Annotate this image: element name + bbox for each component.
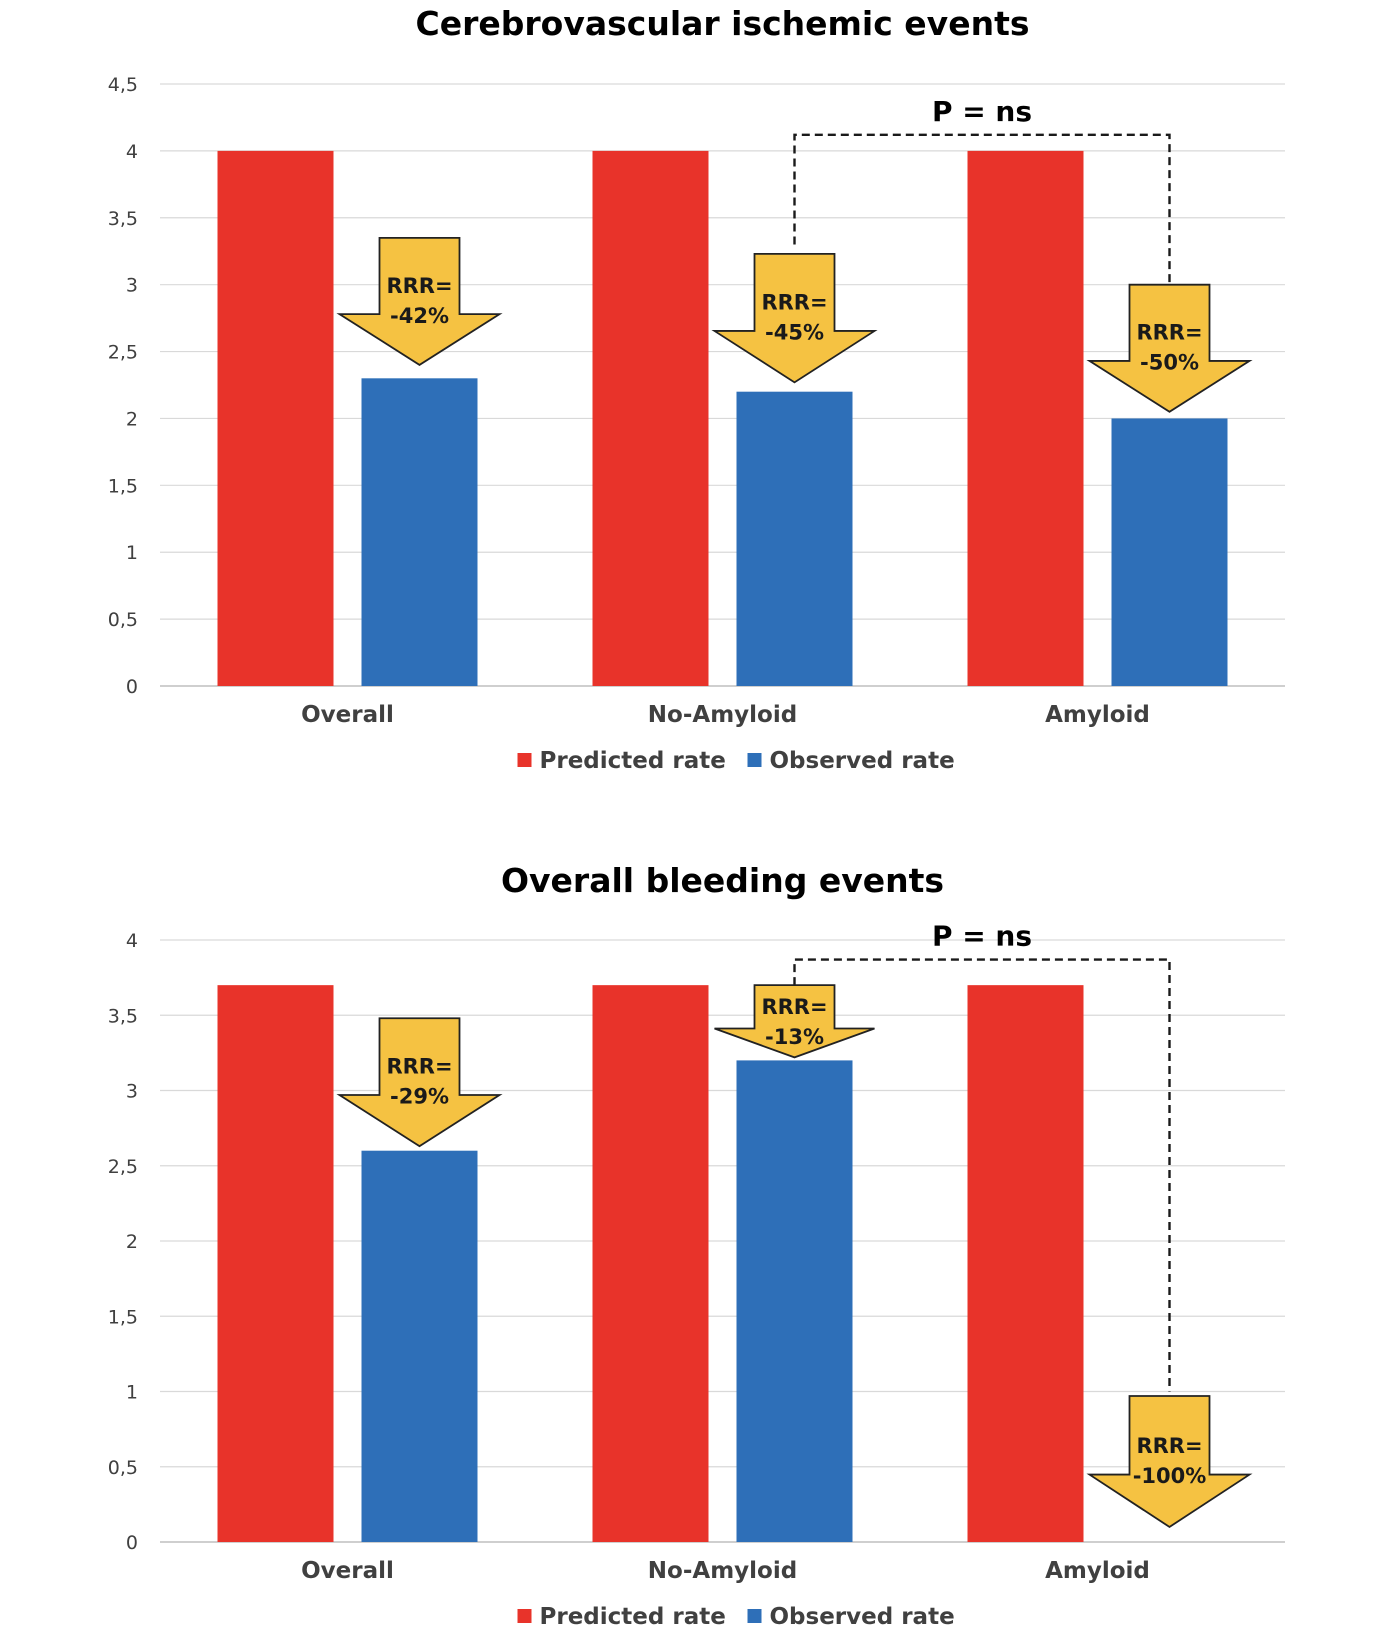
category-label: No-Amyloid bbox=[648, 1558, 797, 1584]
y-tick-label: 1 bbox=[126, 1382, 138, 1404]
category-label: Amyloid bbox=[1045, 702, 1150, 728]
rrr-arrow-amyloid bbox=[1086, 1395, 1253, 1529]
rrr-arrow-no-amyloid bbox=[714, 984, 875, 1059]
y-tick-label: 1,5 bbox=[108, 475, 138, 497]
y-tick-label: 0 bbox=[126, 1532, 138, 1554]
rrr-label: RRR= bbox=[386, 274, 452, 298]
y-tick-label: 0,5 bbox=[108, 609, 138, 631]
bleeding-events-chart: Overall bleeding events 0 0,5 1 1,5 2 2,5 3 3,5 4… bbox=[108, 861, 1285, 1630]
y-tick-label: 1 bbox=[126, 542, 138, 564]
rrr-value: -29% bbox=[390, 1085, 449, 1109]
legend-label-observed-rate: Observed rate bbox=[770, 748, 955, 774]
bar-predicted-rate-no-amyloid bbox=[592, 985, 709, 1542]
y-tick-label: 0 bbox=[126, 676, 138, 698]
p-value-label: P = ns bbox=[932, 95, 1032, 128]
y-tick-label: 0,5 bbox=[108, 1457, 138, 1479]
rrr-label: RRR= bbox=[1136, 1434, 1202, 1458]
y-tick-label: 2 bbox=[126, 1231, 138, 1253]
chart-title: Overall bleeding events bbox=[501, 861, 944, 900]
y-tick-label: 2,5 bbox=[108, 342, 138, 364]
p-value-label: P = ns bbox=[932, 920, 1032, 953]
rrr-label: RRR= bbox=[386, 1055, 452, 1079]
rrr-arrow-amyloid bbox=[1086, 283, 1253, 413]
chart-title: Cerebrovascular ischemic events bbox=[416, 4, 1030, 43]
rrr-arrow-no-amyloid bbox=[711, 252, 878, 384]
y-tick-label: 3,5 bbox=[108, 1005, 138, 1027]
y-tick-label: 4 bbox=[126, 141, 138, 163]
y-tick-label: 4 bbox=[126, 930, 138, 952]
rrr-value: -42% bbox=[390, 304, 449, 328]
category-label: Overall bbox=[301, 1558, 394, 1584]
rrr-label: RRR= bbox=[761, 995, 827, 1019]
rrr-label: RRR= bbox=[761, 291, 827, 315]
bar-observed-rate-overall bbox=[361, 378, 478, 686]
y-tick-label: 2 bbox=[126, 408, 138, 430]
category-label: No-Amyloid bbox=[648, 702, 797, 728]
legend-label-predicted-rate: Predicted rate bbox=[540, 1604, 726, 1630]
bar-predicted-rate-overall bbox=[217, 985, 334, 1542]
bar-observed-rate-no-amyloid bbox=[736, 391, 853, 686]
legend-label-predicted-rate: Predicted rate bbox=[540, 748, 726, 774]
rrr-arrow-overall bbox=[336, 1017, 503, 1148]
legend-label-observed-rate: Observed rate bbox=[770, 1604, 955, 1630]
y-tick-label: 4,5 bbox=[108, 74, 138, 96]
rrr-value: -50% bbox=[1140, 351, 1199, 375]
rrr-value: -100% bbox=[1133, 1464, 1207, 1488]
bar-predicted-rate-amyloid bbox=[967, 985, 1084, 1542]
rrr-value: -45% bbox=[765, 321, 824, 345]
category-label: Amyloid bbox=[1045, 1558, 1150, 1584]
bar-predicted-rate-overall bbox=[217, 150, 334, 686]
y-tick-label: 3,5 bbox=[108, 208, 138, 230]
y-tick-label: 2,5 bbox=[108, 1156, 138, 1178]
legend-swatch-predicted-rate bbox=[517, 1609, 532, 1623]
significance-bracket bbox=[793, 958, 1171, 1392]
bar-predicted-rate-no-amyloid bbox=[592, 150, 709, 686]
bar-observed-rate-amyloid bbox=[1111, 418, 1228, 686]
y-tick-label: 3 bbox=[126, 1081, 138, 1103]
rrr-label: RRR= bbox=[1136, 321, 1202, 345]
bar-observed-rate-no-amyloid bbox=[736, 1060, 853, 1542]
legend-swatch-predicted-rate bbox=[517, 753, 532, 767]
y-tick-label: 1,5 bbox=[108, 1306, 138, 1328]
legend-swatch-observed-rate bbox=[747, 753, 762, 767]
category-label: Overall bbox=[301, 702, 394, 728]
bar-observed-rate-overall bbox=[361, 1150, 478, 1542]
significance-bracket bbox=[793, 133, 1171, 285]
y-tick-label: 3 bbox=[126, 275, 138, 297]
ischemic-events-chart: Cerebrovascular ischemic events 0 0,5 1 1,5 2… bbox=[108, 4, 1285, 774]
bar-predicted-rate-amyloid bbox=[967, 150, 1084, 686]
rrr-arrow-overall bbox=[336, 236, 503, 366]
rrr-value: -13% bbox=[765, 1025, 824, 1049]
legend-swatch-observed-rate bbox=[747, 1609, 762, 1623]
